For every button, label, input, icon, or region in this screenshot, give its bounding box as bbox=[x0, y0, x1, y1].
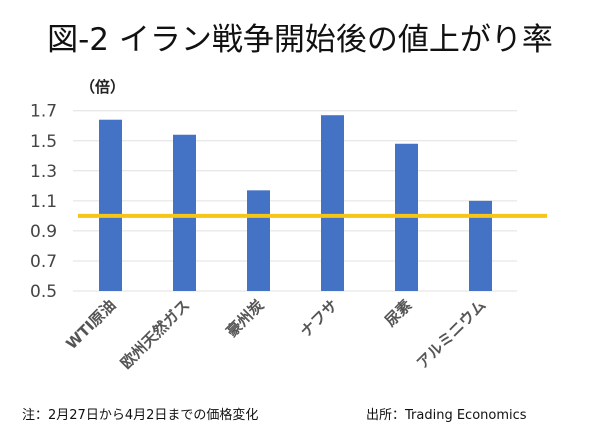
y-tick-label: 0.5 bbox=[30, 282, 57, 302]
x-tick-label: WTI原油 bbox=[63, 296, 120, 353]
bar bbox=[247, 190, 270, 291]
bar bbox=[321, 115, 344, 292]
footnote: 注：2月27日から4月2日までの価格変化 bbox=[22, 408, 259, 423]
x-tick-label: 豪州炭 bbox=[223, 296, 268, 341]
y-tick-label: 1.5 bbox=[30, 132, 57, 152]
y-tick-label: 0.7 bbox=[30, 252, 57, 272]
y-tick-label: 1.1 bbox=[30, 192, 57, 212]
y-axis-unit: （倍） bbox=[80, 78, 126, 96]
y-tick-label: 0.9 bbox=[30, 222, 57, 242]
chart-title: 図-2 イラン戦争開始後の値上がり率 bbox=[47, 22, 553, 58]
x-tick-label: 欧州天然ガス bbox=[117, 296, 193, 372]
y-tick-label: 1.3 bbox=[30, 162, 57, 182]
bar bbox=[173, 134, 196, 291]
bar bbox=[99, 119, 122, 291]
source-note: 出所：Trading Economics bbox=[366, 408, 527, 423]
bar bbox=[469, 200, 492, 291]
x-tick-label: アルミニウム bbox=[413, 296, 489, 372]
y-tick-label: 1.7 bbox=[30, 102, 57, 122]
x-tick-label: ナフサ bbox=[297, 296, 342, 341]
x-tick-label: 尿素 bbox=[381, 296, 415, 330]
